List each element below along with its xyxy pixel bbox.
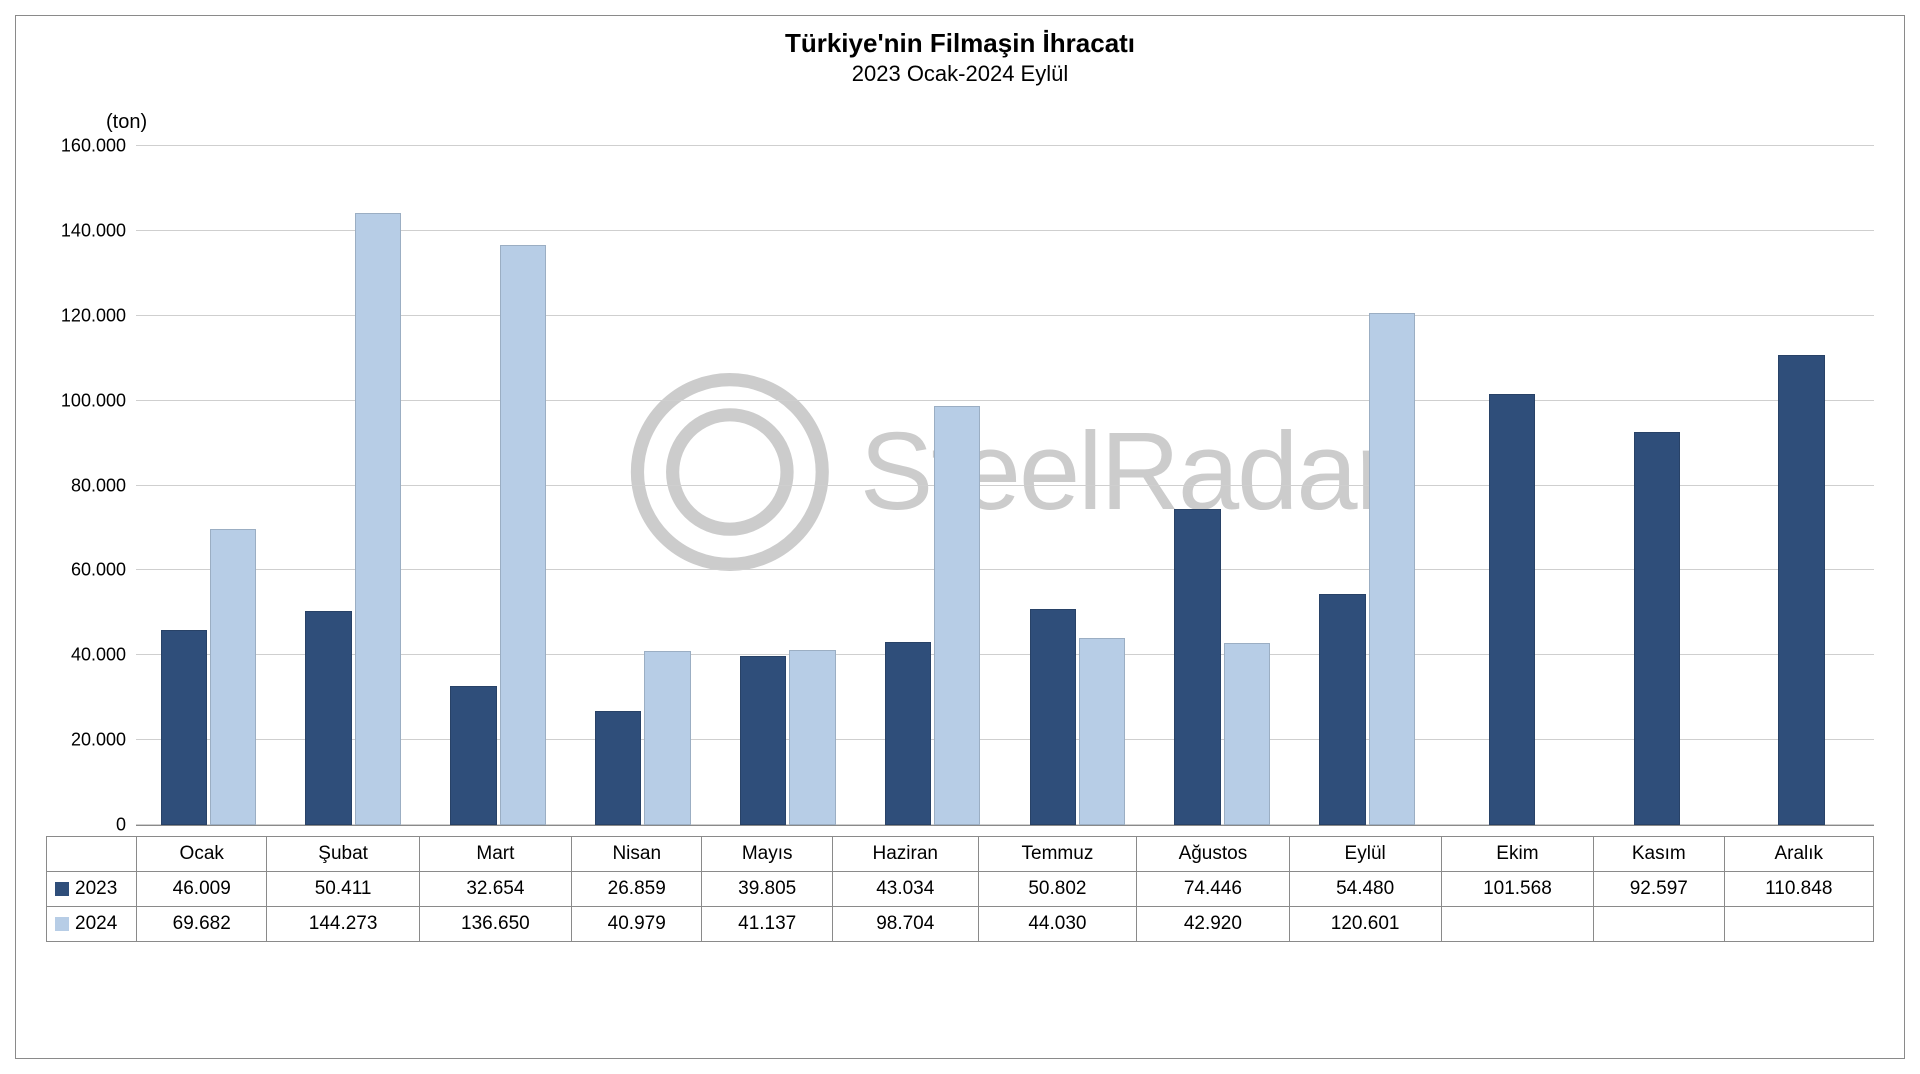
chart-title: Türkiye'nin Filmaşin İhracatı (16, 28, 1904, 59)
bar-2023-Mart (450, 686, 496, 825)
y-axis-unit: (ton) (106, 111, 147, 134)
legend-swatch-icon (55, 882, 69, 896)
table-cell: 98.704 (832, 907, 978, 942)
y-tick-label: 20.000 (46, 730, 126, 751)
y-tick-label: 140.000 (46, 220, 126, 241)
table-header-cell: Temmuz (978, 837, 1137, 872)
table-cell: 144.273 (267, 907, 419, 942)
y-tick-label: 80.000 (46, 475, 126, 496)
table-header-row: OcakŞubatMartNisanMayısHaziranTemmuzAğus… (47, 837, 1874, 872)
table-cell: 41.137 (702, 907, 832, 942)
watermark-logo-icon (620, 362, 840, 582)
chart-subtitle: 2023 Ocak-2024 Eylül (16, 61, 1904, 87)
table-header-cell: Nisan (572, 837, 702, 872)
bar-2023-Ocak (161, 630, 207, 825)
table-cell: 43.034 (832, 872, 978, 907)
table-cell: 50.411 (267, 872, 419, 907)
table-cell: 74.446 (1137, 872, 1289, 907)
bar-2024-Ocak (210, 529, 256, 825)
watermark: SteelRadar (620, 362, 1390, 582)
bar-2024-Mart (500, 245, 546, 825)
table-row: 2023 46.00950.41132.65426.85939.80543.034… (47, 872, 1874, 907)
table-cell: 40.979 (572, 907, 702, 942)
table-row: 2024 69.682144.273136.65040.97941.13798.7… (47, 907, 1874, 942)
table-cell: 110.848 (1724, 872, 1873, 907)
legend-label: 2023 (75, 878, 117, 899)
bar-2024-Ağustos (1224, 643, 1270, 825)
bar-2023-Ekim (1489, 394, 1535, 825)
table-cell: 92.597 (1594, 872, 1724, 907)
table-header-cell: Şubat (267, 837, 419, 872)
title-block: Türkiye'nin Filmaşin İhracatı 2023 Ocak-… (16, 16, 1904, 87)
table-header-cell: Ocak (137, 837, 267, 872)
table-cell: 136.650 (419, 907, 571, 942)
table-cell: 54.480 (1289, 872, 1441, 907)
table-cell (1594, 907, 1724, 942)
y-tick-label: 40.000 (46, 645, 126, 666)
table-cell: 120.601 (1289, 907, 1441, 942)
y-tick-label: 60.000 (46, 560, 126, 581)
table-cell: 46.009 (137, 872, 267, 907)
bar-2023-Mayıs (740, 656, 786, 825)
table-header-cell: Aralık (1724, 837, 1873, 872)
table-header-cell: Mayıs (702, 837, 832, 872)
bar-2023-Eylül (1319, 594, 1365, 825)
table-cell: 69.682 (137, 907, 267, 942)
bar-2023-Ağustos (1174, 509, 1220, 825)
table-cell: 32.654 (419, 872, 571, 907)
table-cell: 101.568 (1441, 872, 1593, 907)
table-cell (1724, 907, 1873, 942)
legend-label: 2024 (75, 913, 117, 934)
grid-line (136, 145, 1874, 146)
y-tick-label: 160.000 (46, 136, 126, 157)
legend-cell: 2024 (47, 907, 137, 942)
table-cell (1441, 907, 1593, 942)
table-cell: 42.920 (1137, 907, 1289, 942)
table-cell: 44.030 (978, 907, 1137, 942)
bar-2023-Nisan (595, 711, 641, 825)
bar-2024-Haziran (934, 406, 980, 825)
table-cell: 39.805 (702, 872, 832, 907)
data-table: OcakŞubatMartNisanMayısHaziranTemmuzAğus… (46, 836, 1874, 942)
bar-2023-Aralık (1778, 355, 1824, 825)
table-header-cell: Eylül (1289, 837, 1441, 872)
table-header-cell: Ekim (1441, 837, 1593, 872)
table-cell: 50.802 (978, 872, 1137, 907)
bar-2023-Temmuz (1030, 609, 1076, 825)
bar-2024-Eylül (1369, 313, 1415, 825)
y-tick-label: 100.000 (46, 390, 126, 411)
bar-2024-Temmuz (1079, 638, 1125, 825)
table-header-cell: Ağustos (1137, 837, 1289, 872)
chart-container: Türkiye'nin Filmaşin İhracatı 2023 Ocak-… (15, 15, 1905, 1059)
table-header-cell: Mart (419, 837, 571, 872)
bar-2023-Haziran (885, 642, 931, 825)
table-header-cell: Haziran (832, 837, 978, 872)
legend-swatch-icon (55, 917, 69, 931)
bar-2023-Şubat (305, 611, 351, 825)
bar-2024-Şubat (355, 213, 401, 825)
table-corner-cell (47, 837, 137, 872)
bar-2024-Mayıs (789, 650, 835, 825)
y-tick-label: 120.000 (46, 305, 126, 326)
table-cell: 26.859 (572, 872, 702, 907)
bar-2024-Nisan (644, 651, 690, 825)
table-header-cell: Kasım (1594, 837, 1724, 872)
legend-cell: 2023 (47, 872, 137, 907)
y-tick-label: 0 (46, 815, 126, 836)
bar-2023-Kasım (1634, 432, 1680, 825)
plot-area: SteelRadar 020.00040.00060.00080.000100.… (136, 146, 1874, 826)
